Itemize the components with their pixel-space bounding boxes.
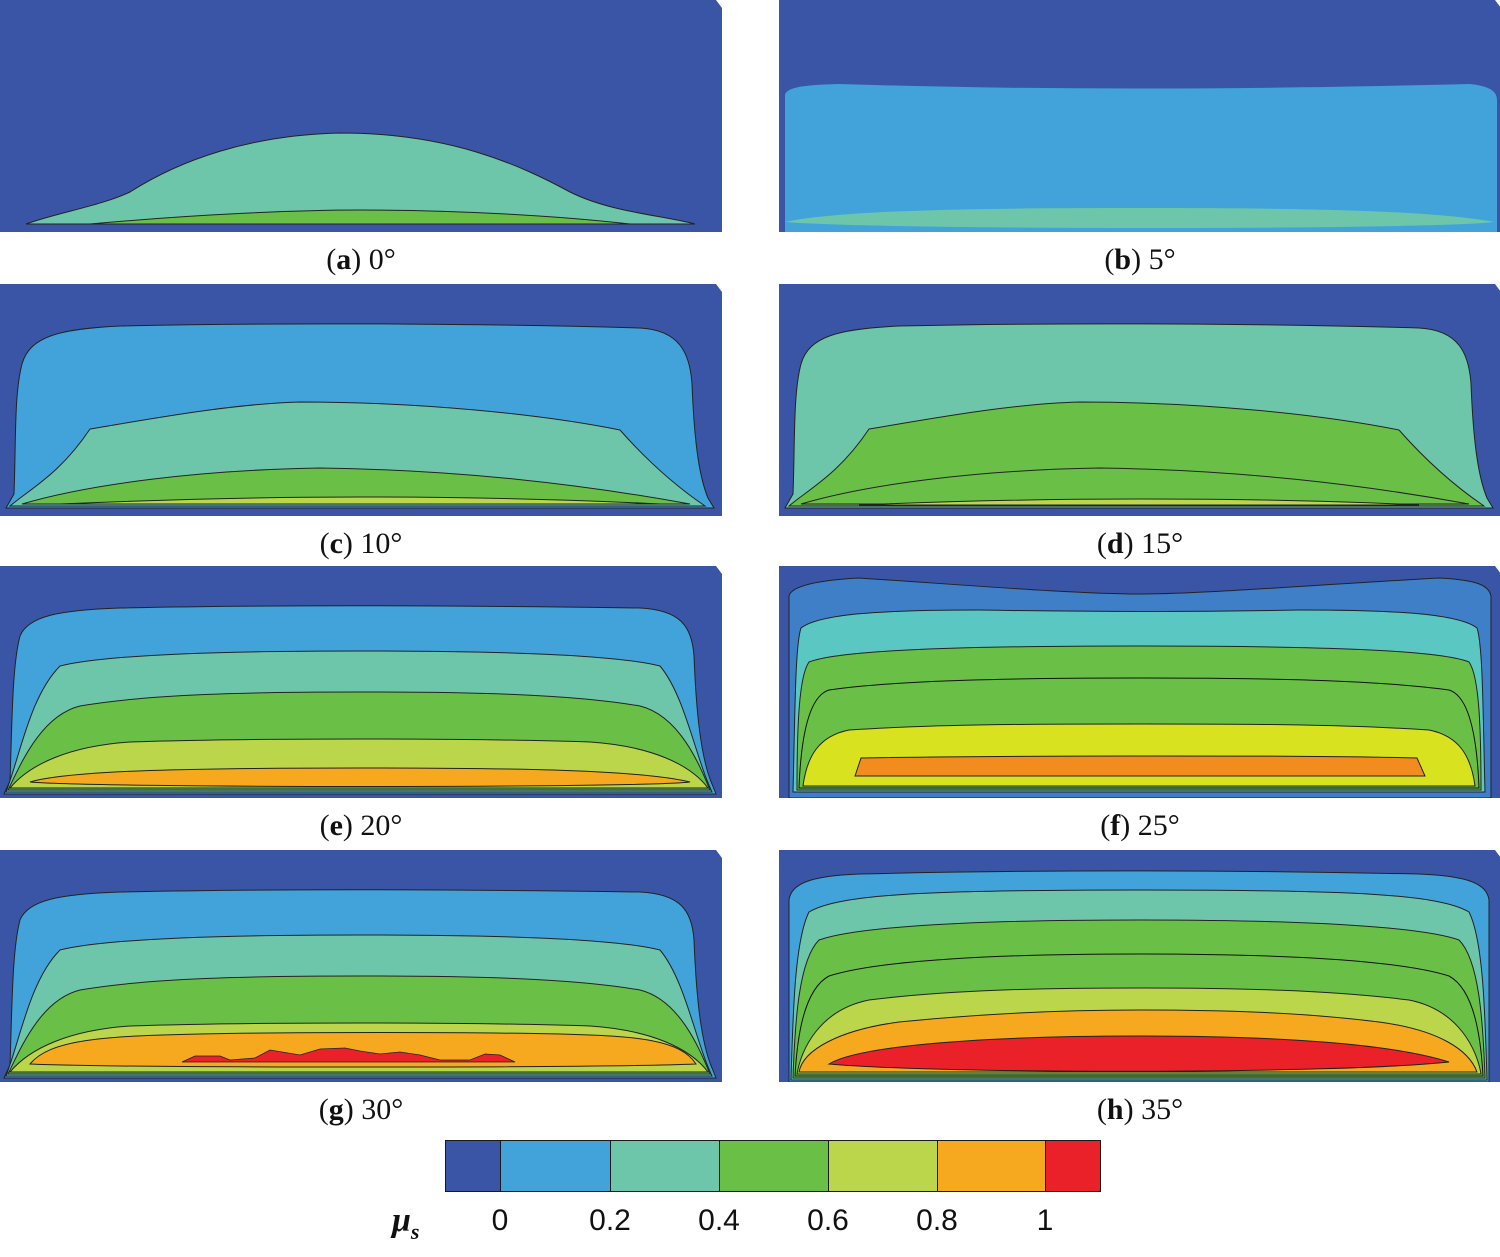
colorbar-tick-2: 0.4 bbox=[698, 1204, 740, 1237]
colorbar-tick-1: 0.2 bbox=[589, 1204, 631, 1237]
caption-f: (f) 25° bbox=[1100, 809, 1180, 842]
colorbar-tick-0: 0 bbox=[491, 1204, 509, 1237]
contour-level-0.2 bbox=[785, 84, 1497, 232]
contour-level-0.6 bbox=[21, 467, 691, 505]
caption-e: (e) 20° bbox=[319, 809, 403, 842]
colorbar-swatch-1 bbox=[500, 1140, 611, 1192]
contour-level-1.0 bbox=[854, 755, 1426, 777]
caption-a: (a) 0° bbox=[326, 243, 396, 276]
contour-panel-c bbox=[0, 284, 722, 516]
colorbar-tick-3: 0.6 bbox=[807, 1204, 849, 1237]
contour-level-0.4 bbox=[785, 208, 1494, 228]
contour-level-0.2 bbox=[25, 132, 696, 225]
contour-panel-a bbox=[0, 0, 722, 232]
colorbar-swatch-2 bbox=[610, 1140, 720, 1192]
contour-level-peak bbox=[827, 1035, 1450, 1072]
contour-panel-g bbox=[0, 850, 722, 1082]
colorbar-swatch-0 bbox=[445, 1140, 501, 1192]
colorbar-swatch-3 bbox=[719, 1140, 829, 1192]
contour-level-0.8 bbox=[858, 498, 1420, 506]
contour-panel-b bbox=[779, 0, 1500, 232]
contour-level-0.8 bbox=[802, 723, 1476, 787]
caption-b: (b) 5° bbox=[1104, 243, 1176, 276]
colorbar-swatch-5 bbox=[937, 1140, 1046, 1192]
contour-panel-h bbox=[779, 850, 1500, 1082]
contour-level-peak bbox=[181, 1047, 516, 1063]
colorbar-tick-4: 0.8 bbox=[916, 1204, 958, 1237]
colorbar-legend: μs 0 0.2 0.4 0.6 0.8 1 bbox=[392, 1140, 1112, 1250]
contour-panel-f bbox=[779, 566, 1500, 798]
contour-panel-d bbox=[779, 284, 1500, 516]
contour-level-0.4 bbox=[89, 209, 631, 225]
colorbar-swatch-4 bbox=[828, 1140, 938, 1192]
colorbar-symbol: μs bbox=[392, 1202, 420, 1244]
caption-c: (c) 10° bbox=[319, 527, 403, 560]
contour-level-1.0 bbox=[29, 767, 691, 787]
contour-level-0.8 bbox=[59, 496, 661, 505]
caption-g: (g) 30° bbox=[318, 1093, 404, 1126]
contour-level-0.6 bbox=[800, 467, 1470, 505]
colorbar-swatch-6 bbox=[1045, 1140, 1101, 1192]
colorbar-tick-5: 1 bbox=[1036, 1204, 1054, 1237]
caption-d: (d) 15° bbox=[1096, 527, 1184, 560]
contour-panel-e bbox=[0, 566, 722, 798]
caption-h: (h) 35° bbox=[1096, 1093, 1184, 1126]
